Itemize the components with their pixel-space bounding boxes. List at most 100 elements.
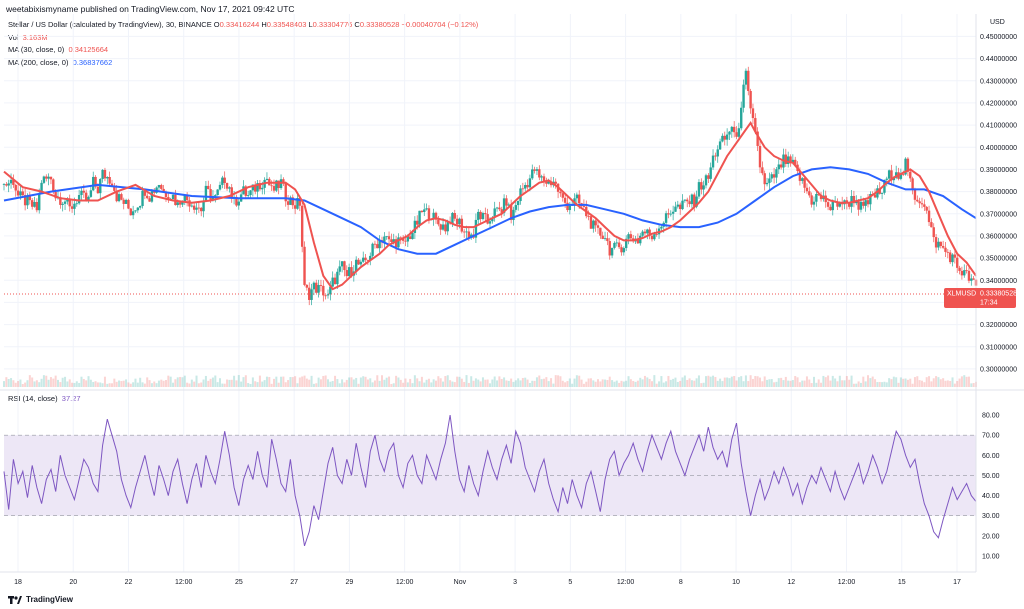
volume-bar: [876, 382, 879, 387]
volume-bar: [535, 377, 538, 387]
low-label: L: [308, 20, 313, 29]
candle-body: [587, 216, 590, 217]
volume-bar: [275, 376, 278, 387]
volume-bar: [697, 375, 700, 387]
volume-bar: [615, 380, 618, 387]
volume-bar: [200, 382, 203, 387]
time-tick-label: 20: [69, 579, 77, 586]
time-tick-label: 12:00: [396, 579, 414, 586]
candle-body: [195, 207, 198, 210]
volume-bar: [284, 382, 287, 387]
candle-body: [547, 181, 550, 184]
time-tick-label: Nov: [454, 579, 467, 586]
candle-body: [596, 225, 600, 228]
candle-body: [258, 183, 262, 190]
candle-body: [63, 201, 67, 204]
candle-body: [150, 191, 154, 202]
candle-body: [594, 220, 597, 226]
candle-body: [197, 207, 201, 209]
symbol-title[interactable]: Stellar / US Dollar (calculated by Tradi…: [8, 20, 212, 29]
candle-body: [216, 189, 219, 196]
price-axis[interactable]: 0.45000000 0.44000000 0.43000000 0.42000000…: [980, 34, 1017, 373]
volume-bars: [3, 375, 977, 387]
candle-body: [153, 191, 156, 193]
candle-body: [528, 178, 532, 188]
volume-bar: [298, 377, 301, 387]
volume-bar: [341, 379, 344, 387]
currency-label[interactable]: USD: [990, 19, 1005, 26]
candle-body: [758, 145, 762, 168]
candle-body: [643, 231, 647, 234]
legend-volume-row[interactable]: Vol 3.163M: [8, 32, 478, 45]
volume-bar: [829, 380, 832, 387]
candle-body: [516, 201, 520, 206]
volume-bar: [580, 379, 583, 387]
candle-body: [650, 235, 654, 240]
volume-bar: [49, 377, 52, 387]
volume-bar: [310, 375, 313, 387]
candle-body: [582, 205, 586, 207]
candle-body: [45, 176, 48, 179]
volume-bar: [470, 376, 473, 387]
candle-body: [805, 187, 809, 192]
volume-bar: [874, 379, 877, 387]
candle-body: [521, 188, 525, 190]
price-tick-label: 0.32000000: [980, 322, 1017, 329]
rsi-axis[interactable]: 80.00 70.00 60.00 50.00 40.00 30.00 20.00 10.00: [982, 413, 1000, 561]
legend-ma30-row[interactable]: MA (30, close, 0) 0.34125664: [8, 44, 478, 57]
volume-bar: [857, 381, 860, 387]
volume-bar: [442, 381, 445, 387]
candle-body: [617, 242, 621, 248]
volume-bar: [456, 376, 459, 387]
volume-bar: [162, 380, 165, 387]
candle-body: [946, 251, 950, 253]
volume-bar: [68, 379, 71, 387]
time-tick-label: 12:00: [617, 579, 635, 586]
candle-body: [9, 179, 13, 184]
volume-bar: [611, 380, 614, 387]
price-tick-label: 0.43000000: [980, 78, 1017, 85]
volume-bar: [139, 377, 142, 387]
volume-bar: [453, 382, 456, 387]
volume-bar: [395, 375, 398, 387]
volume-bar: [167, 375, 170, 387]
candle-body: [397, 237, 400, 248]
volume-bar: [348, 377, 351, 387]
candle-body: [899, 174, 903, 179]
candle-body: [887, 170, 891, 179]
volume-bar: [319, 379, 322, 387]
candle-body: [30, 200, 34, 207]
candle-body: [178, 202, 182, 205]
candle-body: [460, 218, 464, 232]
volume-bar: [28, 375, 31, 387]
candle-body: [735, 132, 738, 137]
tradingview-brand[interactable]: TradingView: [8, 595, 73, 604]
volume-bar: [937, 377, 940, 387]
candle-body: [927, 210, 931, 223]
candle-body: [439, 224, 442, 230]
volume-bar: [543, 378, 545, 387]
volume-bar: [524, 377, 527, 387]
time-axis[interactable]: 18 20 22 12:00 25 27 29 12:00 Nov 3 5 12:00 8 10 12 12:…: [14, 579, 961, 586]
candle-body: [324, 295, 327, 297]
time-tick-label: 10: [732, 579, 740, 586]
volume-bar: [791, 380, 794, 387]
candle-body: [376, 244, 379, 249]
candle-body: [225, 182, 229, 189]
volume-bar: [608, 376, 611, 387]
candle-body: [697, 182, 701, 197]
candle-body: [772, 174, 776, 178]
close-label: C: [354, 20, 360, 29]
legend-ma200-row[interactable]: MA (200, close, 0) 0.36837662: [8, 57, 478, 70]
volume-bar: [89, 379, 92, 387]
volume-bar: [181, 377, 184, 387]
volume-bar: [855, 383, 858, 387]
rsi-legend[interactable]: RSI (14, close) 37.27: [8, 394, 81, 403]
publisher-line: weetabixismyname published on TradingVie…: [6, 4, 295, 14]
candle-body: [873, 194, 877, 198]
candle-body: [432, 212, 435, 220]
candle-body: [688, 201, 691, 205]
volume-bar: [949, 380, 952, 387]
candle-body: [801, 178, 804, 181]
